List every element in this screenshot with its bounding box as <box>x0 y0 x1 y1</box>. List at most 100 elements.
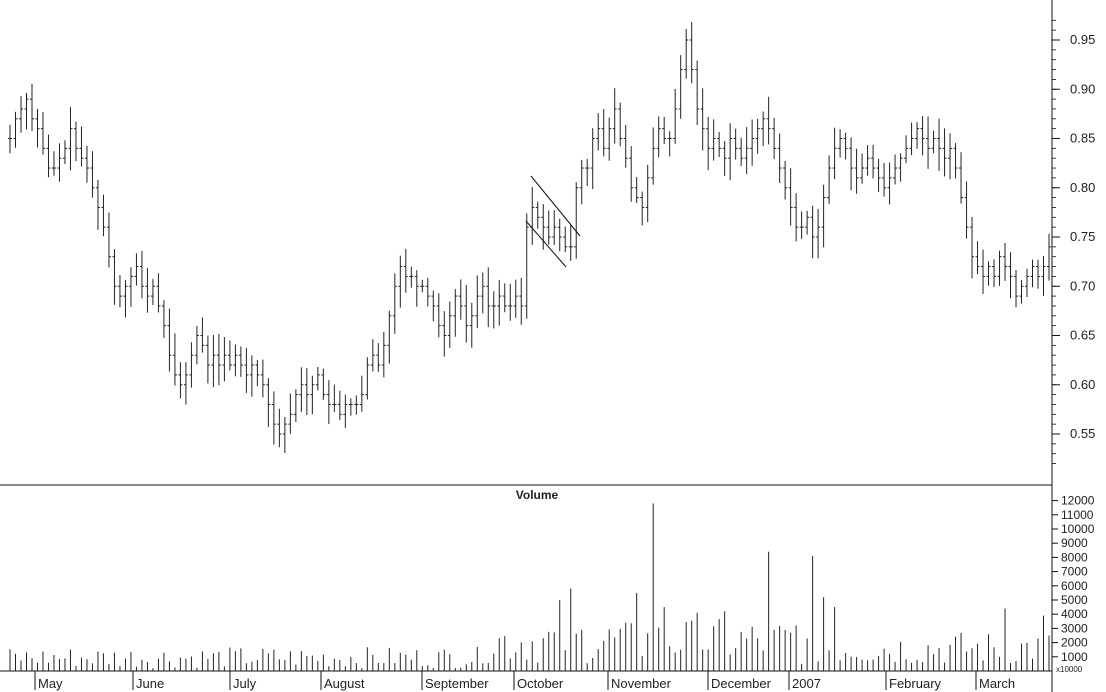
price-bar <box>46 134 51 178</box>
price-bar <box>970 216 975 279</box>
price-bar <box>860 153 865 184</box>
price-bar <box>502 283 507 313</box>
price-bar <box>293 389 298 422</box>
volume-tick-label: 1000 <box>1061 650 1088 664</box>
price-bar <box>398 255 403 308</box>
price-bar <box>112 249 117 305</box>
price-bar <box>777 133 782 184</box>
price-bar <box>574 182 579 259</box>
price-bar <box>150 278 155 305</box>
price-bar <box>761 111 766 147</box>
price-bar <box>40 112 45 155</box>
price-bar <box>436 293 441 338</box>
price-bar <box>409 266 414 288</box>
price-bar <box>772 117 777 160</box>
price-bar <box>821 184 826 248</box>
price-bar <box>618 102 623 147</box>
price-bar <box>266 378 271 427</box>
price-bar <box>766 96 771 145</box>
price-tick-label: 0.55 <box>1070 426 1095 441</box>
price-bar <box>662 116 667 144</box>
price-bar <box>1036 259 1041 289</box>
price-bar <box>728 123 733 181</box>
price-bar <box>469 302 474 348</box>
price-bar <box>755 118 760 154</box>
price-bar <box>24 92 29 130</box>
price-bar <box>744 127 749 175</box>
price-bar <box>337 390 342 421</box>
price-bar <box>464 284 469 343</box>
price-bar <box>706 116 711 171</box>
price-bar <box>101 194 106 237</box>
month-label: March <box>979 676 1015 691</box>
price-bar <box>513 279 518 318</box>
price-bar <box>530 186 535 245</box>
price-bar <box>871 144 876 179</box>
flag-lower-line <box>525 220 567 268</box>
price-bar <box>612 88 617 144</box>
volume-scale-note: x10000 <box>1056 665 1083 674</box>
month-label: 2007 <box>792 676 821 691</box>
price-bar <box>244 347 249 393</box>
price-bar <box>13 111 18 148</box>
price-bar <box>827 155 832 205</box>
flag-upper-line <box>530 175 581 237</box>
price-bar <box>205 335 210 384</box>
price-bar <box>854 148 859 194</box>
volume-tick-label: 12000 <box>1061 494 1095 508</box>
price-bar <box>414 270 419 307</box>
price-bar <box>178 362 183 399</box>
price-bar <box>167 308 172 372</box>
price-bar <box>189 342 194 388</box>
price-bar <box>948 133 953 180</box>
price-bar <box>376 343 381 372</box>
price-bar <box>546 210 551 245</box>
price-tick-label: 0.85 <box>1070 131 1095 146</box>
price-bar <box>678 55 683 119</box>
price-bar <box>717 132 722 158</box>
month-label: November <box>611 676 672 691</box>
price-bar <box>304 368 309 415</box>
price-bar <box>343 394 348 428</box>
price-tick-label: 0.70 <box>1070 278 1095 293</box>
price-bar <box>1003 242 1008 281</box>
price-axis: 0.55 0.60 0.65 0.70 0.75 0.80 0.85 0.90 0.95 <box>1052 19 1095 464</box>
price-bar <box>838 129 843 158</box>
price-bar <box>1014 269 1019 308</box>
price-bar <box>277 408 282 448</box>
volume-tick-label: 8000 <box>1061 550 1088 564</box>
price-bar <box>750 119 755 166</box>
price-bar <box>222 337 227 382</box>
price-bar <box>447 301 452 348</box>
price-bar <box>563 226 568 253</box>
price-bar <box>211 335 216 388</box>
price-bar <box>255 360 260 387</box>
price-bar <box>183 362 188 405</box>
price-bar <box>62 140 67 165</box>
price-bar <box>673 88 678 144</box>
price-bar <box>805 210 810 235</box>
price-bar <box>590 128 595 190</box>
price-bar <box>964 181 969 239</box>
price-bar <box>832 127 837 180</box>
price-bar <box>172 333 177 386</box>
volume-bars <box>9 503 1050 671</box>
price-bar <box>959 152 964 204</box>
price-bar <box>73 121 78 162</box>
price-bar <box>348 398 353 416</box>
price-bar <box>458 279 463 320</box>
price-bar <box>535 201 540 229</box>
price-bar <box>585 158 590 187</box>
price-bar <box>139 250 144 299</box>
price-bar <box>849 137 854 191</box>
price-bar <box>898 153 903 182</box>
price-bar <box>106 212 111 268</box>
price-bar <box>299 367 304 412</box>
price-bars <box>8 22 1051 453</box>
price-bar <box>524 213 529 319</box>
price-tick-label: 0.75 <box>1070 229 1095 244</box>
price-bar <box>233 344 238 377</box>
price-bar <box>579 159 584 205</box>
price-bar <box>326 380 331 425</box>
price-bar <box>260 359 265 398</box>
